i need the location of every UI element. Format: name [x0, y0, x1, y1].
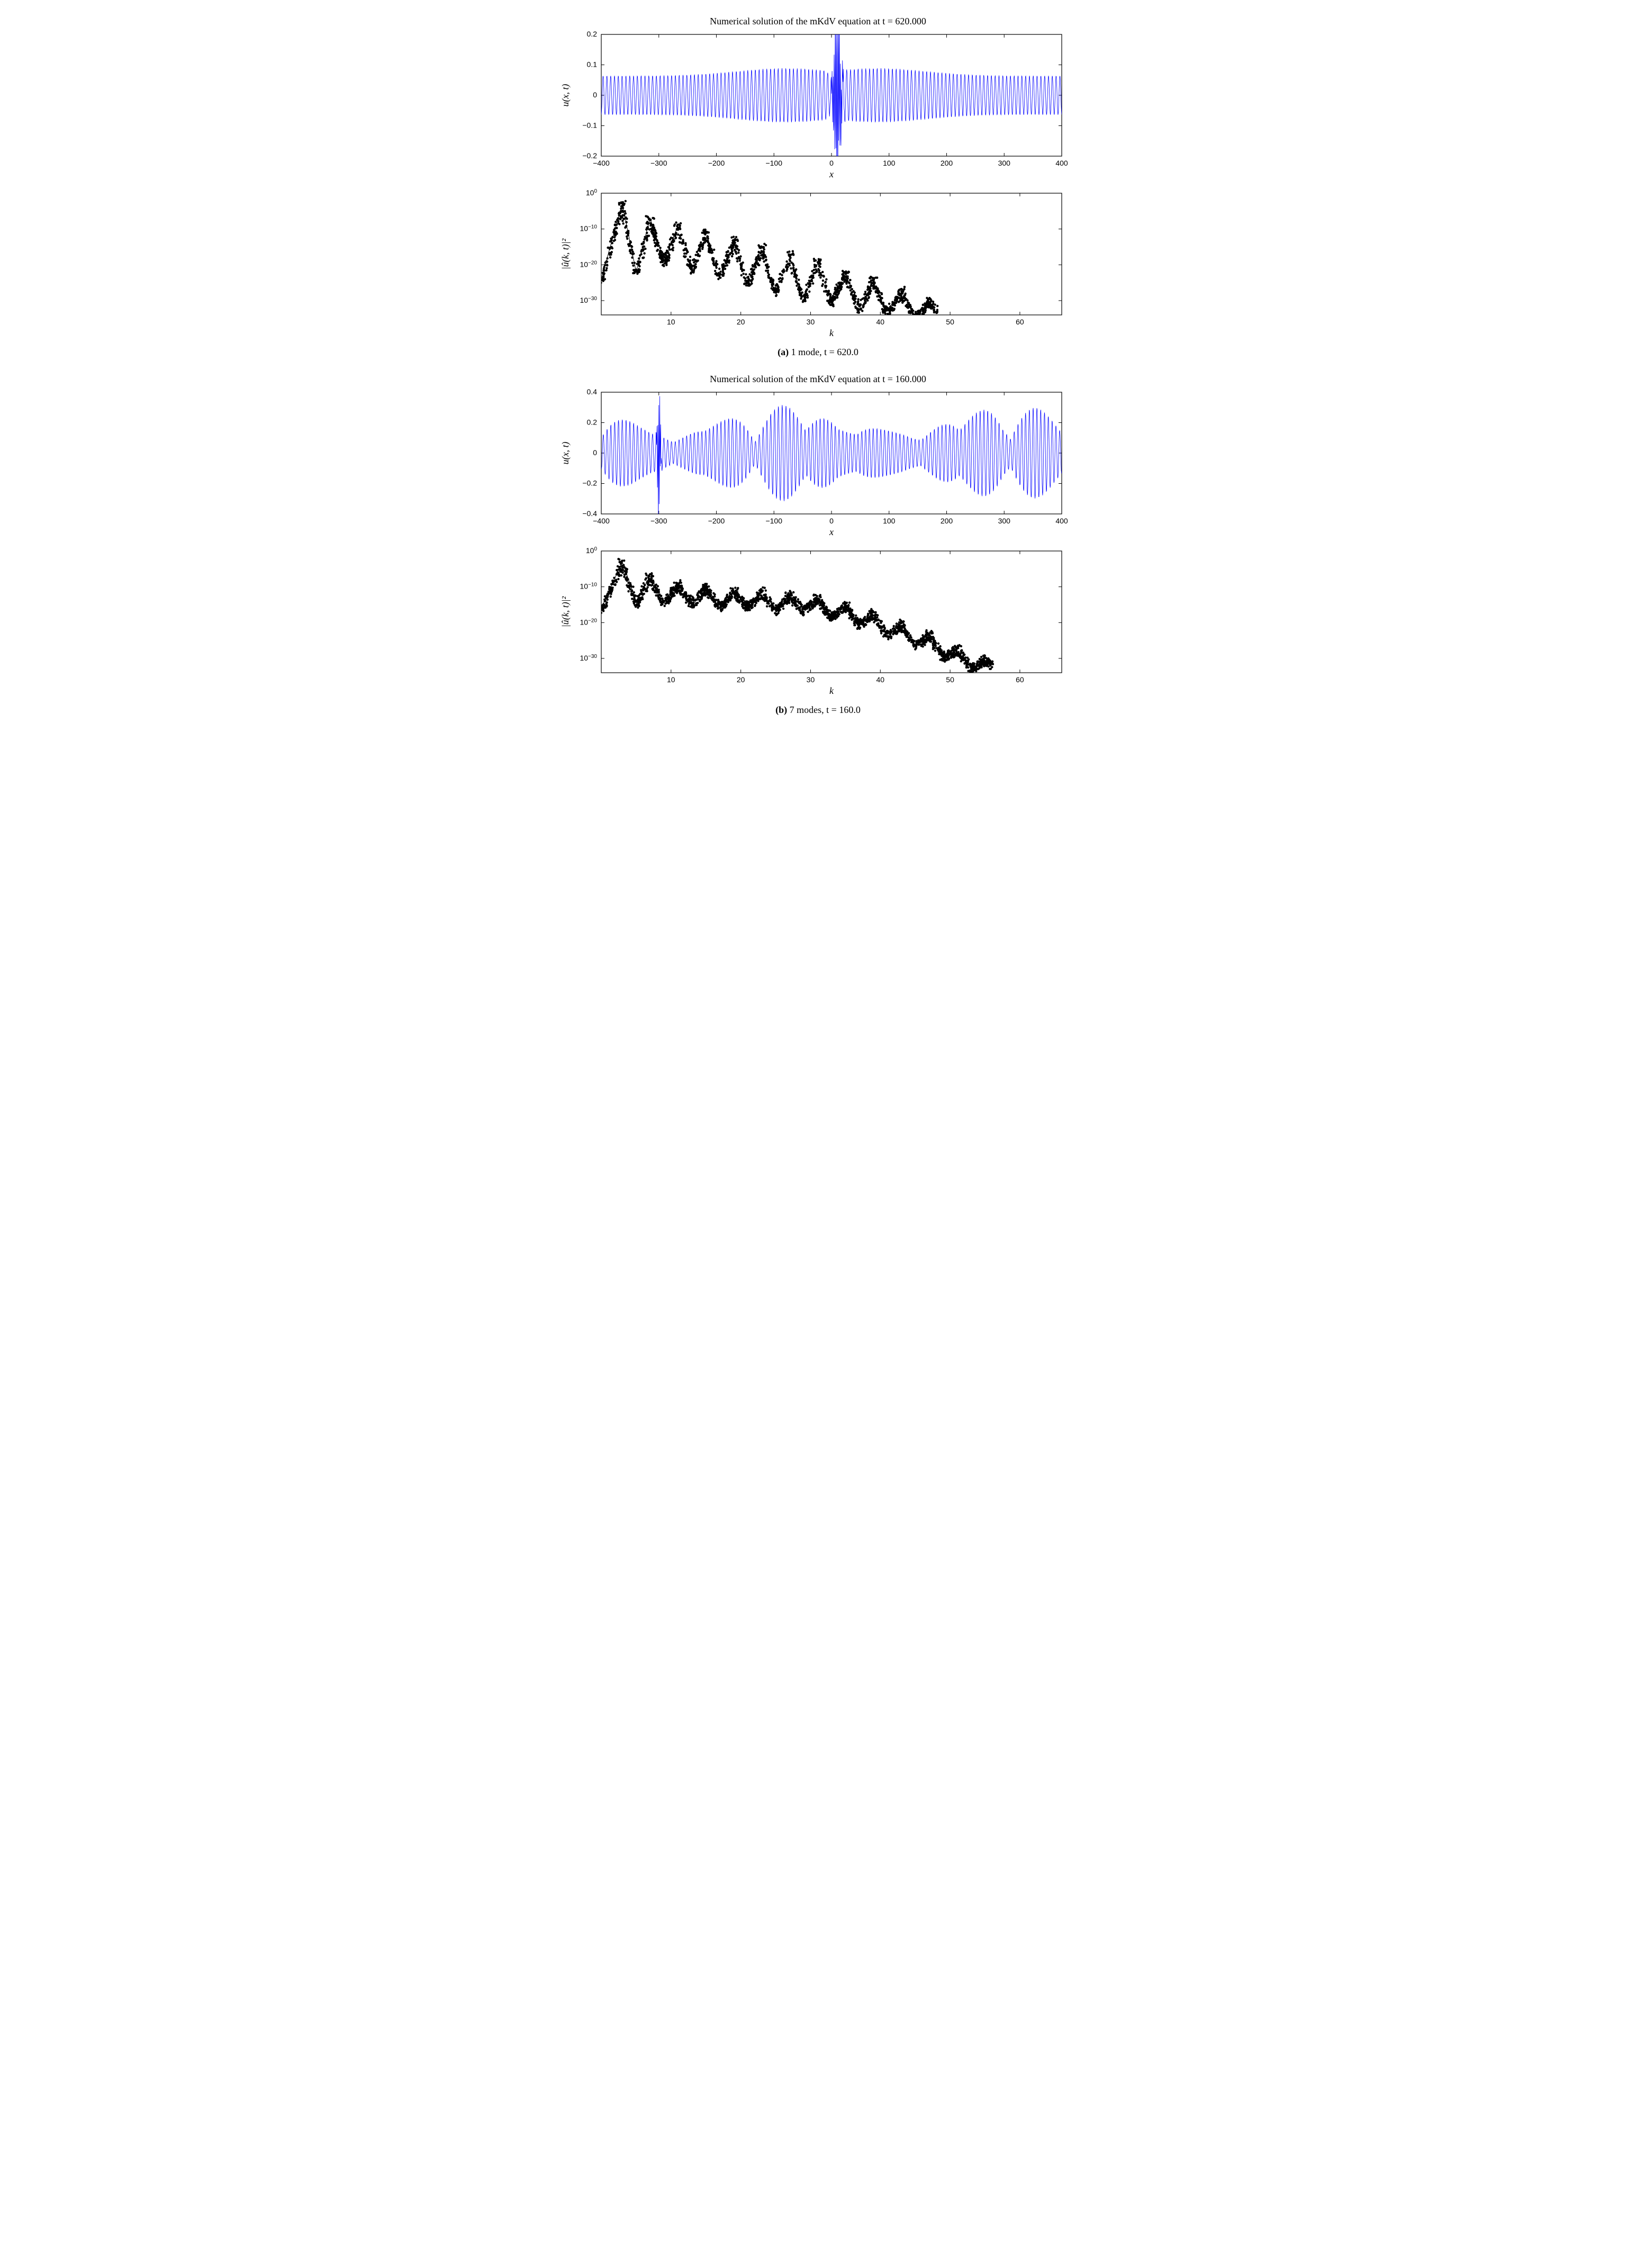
svg-text:400: 400: [1055, 159, 1068, 167]
svg-text:300: 300: [998, 159, 1010, 167]
svg-text:x: x: [829, 169, 834, 179]
svg-text:0: 0: [593, 448, 597, 457]
svg-text:200: 200: [940, 159, 953, 167]
svg-text:10−20: 10−20: [580, 260, 597, 269]
svg-text:x: x: [829, 527, 834, 537]
svg-text:200: 200: [940, 517, 953, 525]
svg-text:300: 300: [998, 517, 1010, 525]
svg-text:10: 10: [667, 675, 675, 684]
figA-caption: (a) 1 mode, t = 620.0: [554, 347, 1083, 358]
figB-bottom-chart: 10 20 30 40 50 60 10−30 10−20 10−10 100 k |û(k, t)|…: [554, 546, 1072, 699]
svg-text:10−30: 10−30: [580, 295, 597, 304]
figA-caption-text: 1 mode, t = 620.0: [789, 347, 858, 357]
svg-text:40: 40: [876, 675, 884, 684]
figB-caption-text: 7 modes, t = 160.0: [787, 704, 861, 715]
svg-text:0.2: 0.2: [586, 418, 597, 427]
svg-text:−200: −200: [708, 517, 725, 525]
figB-top-title: Numerical solution of the mKdV equation …: [554, 374, 1083, 385]
svg-text:−0.2: −0.2: [582, 479, 597, 487]
svg-text:30: 30: [806, 675, 815, 684]
svg-text:0: 0: [829, 517, 834, 525]
figB-caption-prefix: (b): [775, 704, 787, 715]
figB-top-chart: −400 −300 −200 −100 0 100 200 300 400 −0.4 −0.2 0 0.…: [554, 387, 1072, 540]
svg-text:0.4: 0.4: [586, 387, 597, 396]
svg-text:20: 20: [736, 675, 745, 684]
svg-text:0: 0: [593, 91, 597, 99]
svg-text:|û(k, t)|²: |û(k, t)|²: [560, 238, 571, 269]
figA-top-title: Numerical solution of the mKdV equation …: [554, 16, 1083, 27]
svg-text:10−20: 10−20: [580, 618, 597, 627]
figB-bottom-panel: 10 20 30 40 50 60 10−30 10−20 10−10 100 k |û(k, t)|…: [554, 546, 1083, 699]
svg-text:50: 50: [946, 675, 954, 684]
svg-text:|û(k, t)|²: |û(k, t)|²: [560, 596, 571, 627]
figA-bottom-panel: 10 20 30 40 50 60 10−30 10−20 10−10 100 k |û(k, t)|…: [554, 188, 1083, 341]
figA-top-panel: −400 −300 −200 −100 0 100 200 300 400 −0.2 −0.1 0 0.…: [554, 29, 1083, 183]
svg-text:−0.1: −0.1: [582, 121, 597, 130]
figure-container: Numerical solution of the mKdV equation …: [554, 16, 1083, 716]
svg-text:400: 400: [1055, 517, 1068, 525]
svg-text:u(x, t): u(x, t): [560, 442, 571, 465]
svg-text:0.2: 0.2: [586, 30, 597, 38]
svg-text:k: k: [829, 685, 834, 696]
svg-text:0.1: 0.1: [586, 60, 597, 69]
svg-text:100: 100: [585, 188, 597, 197]
figB-top-panel: −400 −300 −200 −100 0 100 200 300 400 −0.4 −0.2 0 0.…: [554, 387, 1083, 540]
svg-text:10−30: 10−30: [580, 653, 597, 662]
svg-text:60: 60: [1016, 675, 1024, 684]
svg-text:10−10: 10−10: [580, 224, 597, 233]
svg-text:40: 40: [876, 318, 884, 326]
svg-text:100: 100: [883, 159, 896, 167]
figA-bottom-chart: 10 20 30 40 50 60 10−30 10−20 10−10 100 k |û(k, t)|…: [554, 188, 1072, 341]
figB-caption: (b) 7 modes, t = 160.0: [554, 704, 1083, 716]
svg-text:−300: −300: [650, 517, 667, 525]
svg-text:20: 20: [736, 318, 745, 326]
svg-text:−300: −300: [650, 159, 667, 167]
svg-text:30: 30: [806, 318, 815, 326]
svg-text:−100: −100: [765, 159, 782, 167]
svg-text:−400: −400: [593, 159, 610, 167]
svg-text:u(x, t): u(x, t): [560, 84, 571, 107]
svg-text:0: 0: [829, 159, 834, 167]
svg-text:10: 10: [667, 318, 675, 326]
svg-text:−100: −100: [765, 517, 782, 525]
svg-text:−0.2: −0.2: [582, 151, 597, 160]
svg-text:10−10: 10−10: [580, 582, 597, 591]
svg-text:50: 50: [946, 318, 954, 326]
svg-text:100: 100: [883, 517, 896, 525]
svg-text:60: 60: [1016, 318, 1024, 326]
svg-text:k: k: [829, 328, 834, 338]
figA-caption-prefix: (a): [778, 347, 789, 357]
svg-text:−400: −400: [593, 517, 610, 525]
svg-text:−200: −200: [708, 159, 725, 167]
svg-text:100: 100: [585, 546, 597, 555]
figA-top-chart: −400 −300 −200 −100 0 100 200 300 400 −0.2 −0.1 0 0.…: [554, 29, 1072, 183]
svg-text:−0.4: −0.4: [582, 509, 597, 518]
